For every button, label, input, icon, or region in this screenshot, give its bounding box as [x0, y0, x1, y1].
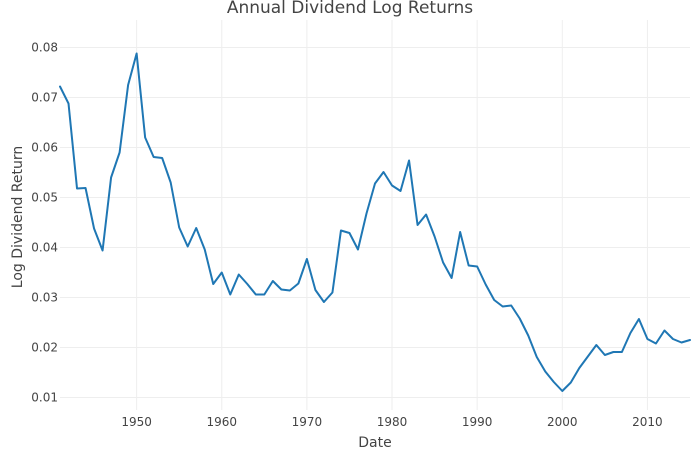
grid-layer: [60, 20, 690, 410]
x-tick-label: 1990: [462, 415, 493, 429]
series-line: [59, 52, 691, 392]
y-tick-label: 0.07: [31, 91, 58, 105]
chart-title: Annual Dividend Log Returns: [227, 0, 473, 18]
y-tick-label: 0.01: [31, 391, 58, 405]
x-tick-label: 1970: [292, 415, 323, 429]
y-tick-label: 0.06: [31, 141, 58, 155]
x-tick-label: 2010: [632, 415, 663, 429]
x-tick-label: 1980: [377, 415, 408, 429]
tick-layer: 0.01 0.02 0.03 0.04 0.05 0.06 0.07 0.08 1950 1960…: [31, 41, 662, 430]
series-group: [59, 52, 691, 392]
y-axis-title: Log Dividend Return: [10, 146, 26, 288]
y-tick-label: 0.03: [31, 291, 58, 305]
y-tick-label: 0.02: [31, 341, 58, 355]
x-tick-label: 1950: [121, 415, 152, 429]
series-layer: [59, 52, 691, 392]
y-tick-label: 0.04: [31, 241, 58, 255]
y-tick-label: 0.05: [31, 191, 58, 205]
x-tick-label: 1960: [206, 415, 237, 429]
x-axis-title: Date: [358, 435, 391, 450]
x-tick-label: 2000: [547, 415, 578, 429]
y-tick-label: 0.08: [31, 41, 58, 55]
